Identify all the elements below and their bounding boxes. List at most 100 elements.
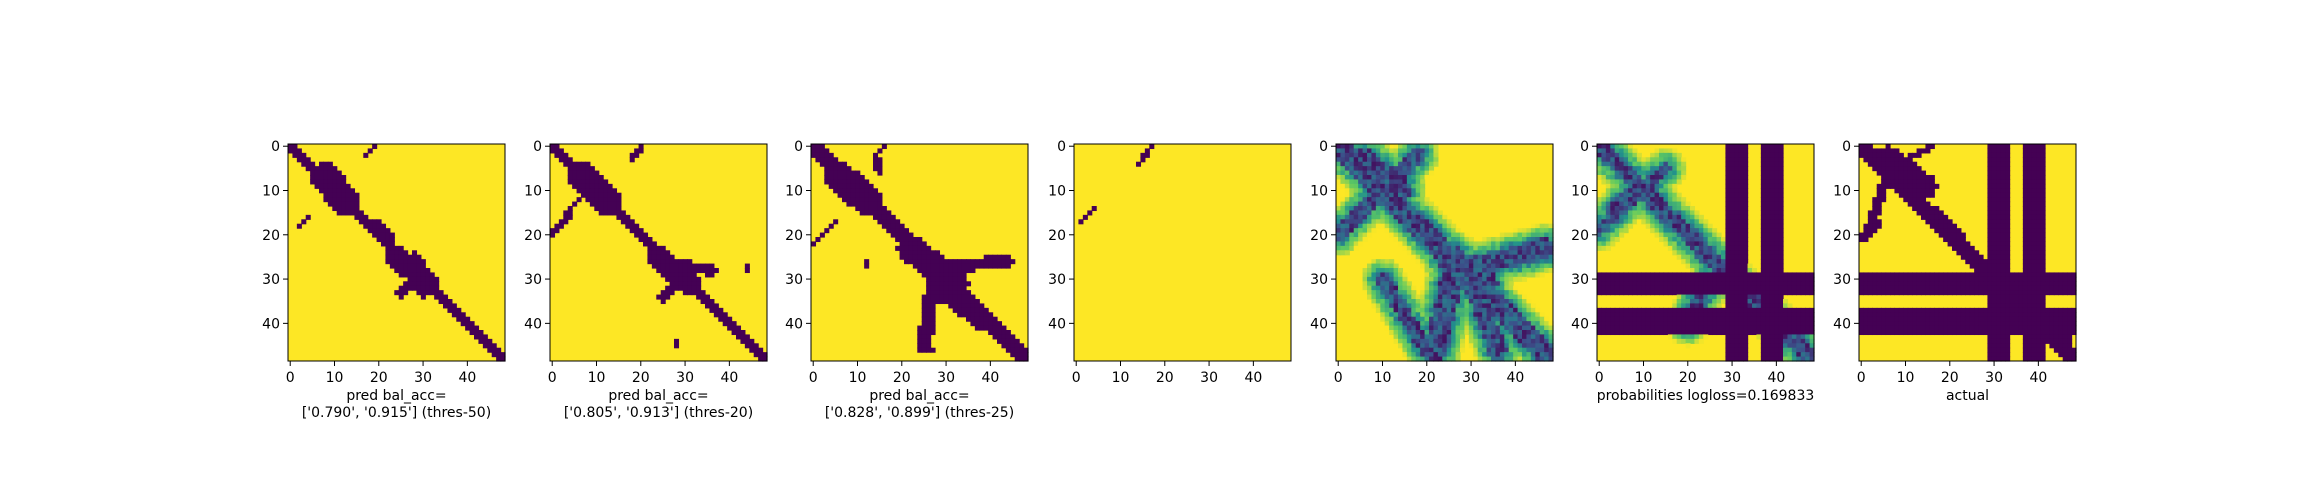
heatmap-cell: [881, 219, 887, 225]
x-tick-label: 10: [1635, 370, 1653, 386]
axes-frame: [549, 143, 768, 362]
heatmap-cell: [1468, 276, 1474, 282]
heatmap-cell: [1881, 175, 1887, 181]
heatmap-cell: [1451, 321, 1457, 327]
heatmap-cell: [1433, 334, 1439, 340]
heatmap-cell: [1685, 219, 1691, 225]
heatmap-cell: [1729, 316, 1735, 322]
heatmap-cell: [2027, 210, 2033, 216]
heatmap-cell: [1885, 166, 1891, 172]
heatmap-cell: [1362, 188, 1368, 194]
heatmap-cell: [674, 338, 680, 344]
heatmap-cell: [1340, 241, 1346, 247]
heatmap-cell: [1703, 250, 1709, 256]
heatmap-cell: [1734, 272, 1740, 278]
heatmap-cell: [1544, 321, 1550, 327]
heatmap-cell: [1721, 316, 1727, 322]
heatmap-cell: [1605, 148, 1611, 154]
heatmap-cell: [1872, 166, 1878, 172]
heatmap-cell: [1628, 210, 1634, 216]
heatmap-cell: [1508, 316, 1514, 322]
heatmap-cell: [1921, 148, 1927, 154]
heatmap-cell: [1996, 272, 2002, 278]
heatmap-cell: [1349, 166, 1355, 172]
heatmap-cell: [1398, 157, 1404, 163]
heatmap-cell: [1685, 214, 1691, 220]
heatmap-cell: [1415, 175, 1421, 181]
heatmap-cell: [1778, 161, 1784, 167]
heatmap-cell: [341, 183, 347, 189]
heatmap-cell: [1729, 263, 1735, 269]
heatmap-cell: [1765, 175, 1771, 181]
heatmap-cell: [1508, 299, 1514, 305]
heatmap-cell: [1429, 276, 1435, 282]
heatmap-cell: [1336, 250, 1342, 256]
heatmap-cell: [988, 263, 994, 269]
heatmap-cell: [1446, 312, 1452, 318]
heatmap-cell: [1769, 144, 1775, 150]
heatmap-cell: [1548, 241, 1554, 247]
heatmap-cell: [1654, 321, 1660, 327]
heatmap-cell: [1473, 325, 1479, 331]
heatmap-cell: [1539, 330, 1545, 336]
heatmap-cell: [1078, 219, 1084, 225]
heatmap-cell: [1996, 237, 2002, 243]
heatmap-cell: [1756, 285, 1762, 291]
heatmap-cell: [612, 188, 618, 194]
heatmap-cell: [1535, 272, 1541, 278]
heatmap-cell: [1774, 188, 1780, 194]
heatmap-cell: [921, 245, 927, 251]
heatmap-cell: [930, 250, 936, 256]
heatmap-cell: [1451, 338, 1457, 344]
heatmap-cell: [1415, 161, 1421, 167]
heatmap-cell: [1530, 325, 1536, 331]
heatmap-cell: [1371, 214, 1377, 220]
heatmap-cell: [1460, 343, 1466, 349]
heatmap-cell: [921, 272, 927, 278]
heatmap-cell: [1809, 343, 1815, 349]
heatmap-cell: [1960, 290, 1966, 296]
heatmap-cell: [1491, 254, 1497, 260]
heatmap-cell: [1486, 241, 1492, 247]
heatmap-cell: [935, 285, 941, 291]
heatmap-cell: [1508, 263, 1514, 269]
heatmap-cell: [1491, 352, 1497, 358]
heatmap-cell: [1685, 206, 1691, 212]
heatmap-cell: [1729, 232, 1735, 238]
heatmap-cell: [1960, 232, 1966, 238]
heatmap-cell: [1429, 219, 1435, 225]
heatmap-cell: [1623, 325, 1629, 331]
heatmap-cell: [1424, 268, 1430, 274]
heatmap-cell: [2009, 276, 2015, 282]
heatmap-cell: [660, 294, 666, 300]
heatmap-cell: [1778, 290, 1784, 296]
heatmap-cell: [1703, 228, 1709, 234]
heatmap-cell: [1663, 228, 1669, 234]
heatmap-cell: [1491, 263, 1497, 269]
heatmap-cell: [1513, 245, 1519, 251]
heatmap-cell: [1544, 241, 1550, 247]
heatmap-cell: [1544, 237, 1550, 243]
heatmap-cell: [1530, 334, 1536, 340]
heatmap-cell: [1619, 228, 1625, 234]
heatmap-cell: [1420, 166, 1426, 172]
heatmap-cell: [1477, 276, 1483, 282]
heatmap-cell: [2022, 254, 2028, 260]
heatmap-cell: [1934, 183, 1940, 189]
heatmap-cell: [1765, 179, 1771, 185]
heatmap-cell: [930, 316, 936, 322]
heatmap-cell: [1685, 263, 1691, 269]
heatmap-cell: [1367, 148, 1373, 154]
heatmap-cell: [1353, 166, 1359, 172]
heatmap-cell: [1738, 161, 1744, 167]
heatmap-cell: [1522, 245, 1528, 251]
heatmap-cell: [1398, 272, 1404, 278]
heatmap-cell: [1969, 281, 1975, 287]
heatmap-cell: [1743, 285, 1749, 291]
heatmap-cell: [1433, 223, 1439, 229]
heatmap-cell: [1508, 250, 1514, 256]
heatmap-cell: [899, 250, 905, 256]
heatmap-cell: [1415, 250, 1421, 256]
heatmap-cell: [1513, 338, 1519, 344]
